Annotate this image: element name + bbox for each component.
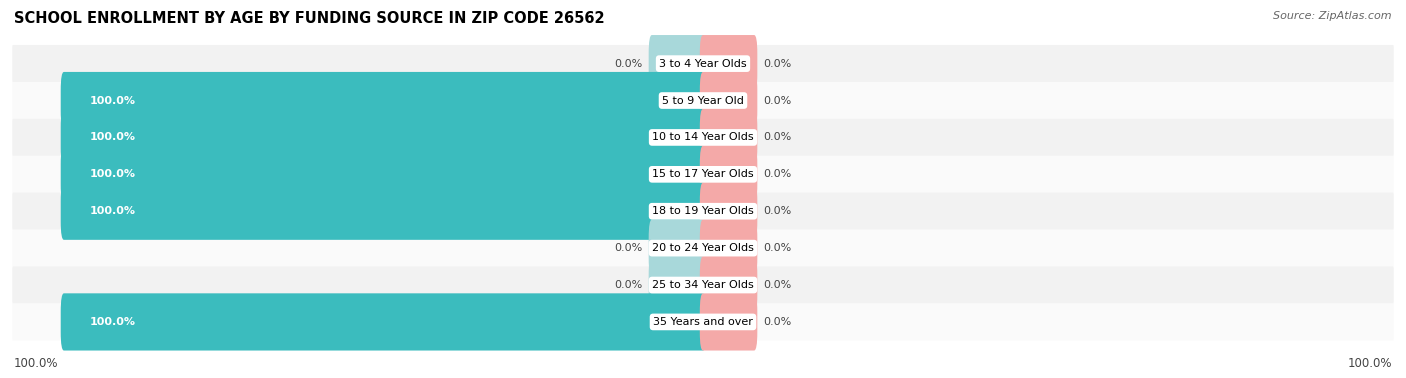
- Text: 3 to 4 Year Olds: 3 to 4 Year Olds: [659, 59, 747, 69]
- Text: 35 Years and over: 35 Years and over: [652, 317, 754, 327]
- Text: 5 to 9 Year Old: 5 to 9 Year Old: [662, 96, 744, 105]
- Text: 0.0%: 0.0%: [614, 59, 643, 69]
- FancyBboxPatch shape: [13, 303, 1393, 341]
- FancyBboxPatch shape: [60, 293, 706, 350]
- Text: 0.0%: 0.0%: [614, 280, 643, 290]
- Text: 0.0%: 0.0%: [763, 59, 792, 69]
- Text: 0.0%: 0.0%: [763, 280, 792, 290]
- FancyBboxPatch shape: [13, 229, 1393, 267]
- Text: 0.0%: 0.0%: [763, 206, 792, 216]
- FancyBboxPatch shape: [60, 183, 706, 240]
- FancyBboxPatch shape: [60, 109, 706, 166]
- FancyBboxPatch shape: [13, 82, 1393, 119]
- Text: 100.0%: 100.0%: [1347, 358, 1392, 370]
- Text: 100.0%: 100.0%: [90, 317, 135, 327]
- FancyBboxPatch shape: [13, 266, 1393, 304]
- FancyBboxPatch shape: [700, 72, 758, 129]
- FancyBboxPatch shape: [13, 119, 1393, 156]
- Text: 15 to 17 Year Olds: 15 to 17 Year Olds: [652, 169, 754, 179]
- Text: 25 to 34 Year Olds: 25 to 34 Year Olds: [652, 280, 754, 290]
- FancyBboxPatch shape: [60, 146, 706, 203]
- FancyBboxPatch shape: [648, 35, 706, 92]
- Text: 10 to 14 Year Olds: 10 to 14 Year Olds: [652, 132, 754, 143]
- FancyBboxPatch shape: [700, 220, 758, 277]
- FancyBboxPatch shape: [700, 183, 758, 240]
- FancyBboxPatch shape: [648, 220, 706, 277]
- FancyBboxPatch shape: [13, 45, 1393, 82]
- Text: 100.0%: 100.0%: [90, 96, 135, 105]
- FancyBboxPatch shape: [700, 35, 758, 92]
- Text: 100.0%: 100.0%: [90, 132, 135, 143]
- FancyBboxPatch shape: [700, 256, 758, 314]
- Text: 0.0%: 0.0%: [763, 317, 792, 327]
- Text: 100.0%: 100.0%: [90, 169, 135, 179]
- Text: SCHOOL ENROLLMENT BY AGE BY FUNDING SOURCE IN ZIP CODE 26562: SCHOOL ENROLLMENT BY AGE BY FUNDING SOUR…: [14, 11, 605, 26]
- Text: 18 to 19 Year Olds: 18 to 19 Year Olds: [652, 206, 754, 216]
- FancyBboxPatch shape: [700, 146, 758, 203]
- FancyBboxPatch shape: [700, 293, 758, 350]
- FancyBboxPatch shape: [13, 193, 1393, 230]
- Text: 0.0%: 0.0%: [763, 169, 792, 179]
- Text: 100.0%: 100.0%: [14, 358, 59, 370]
- FancyBboxPatch shape: [13, 156, 1393, 193]
- Text: 0.0%: 0.0%: [763, 132, 792, 143]
- FancyBboxPatch shape: [648, 256, 706, 314]
- Text: 0.0%: 0.0%: [763, 96, 792, 105]
- Text: 100.0%: 100.0%: [90, 206, 135, 216]
- Text: Source: ZipAtlas.com: Source: ZipAtlas.com: [1274, 11, 1392, 21]
- Text: 0.0%: 0.0%: [763, 243, 792, 253]
- Text: 20 to 24 Year Olds: 20 to 24 Year Olds: [652, 243, 754, 253]
- Text: 0.0%: 0.0%: [614, 243, 643, 253]
- FancyBboxPatch shape: [60, 72, 706, 129]
- FancyBboxPatch shape: [700, 109, 758, 166]
